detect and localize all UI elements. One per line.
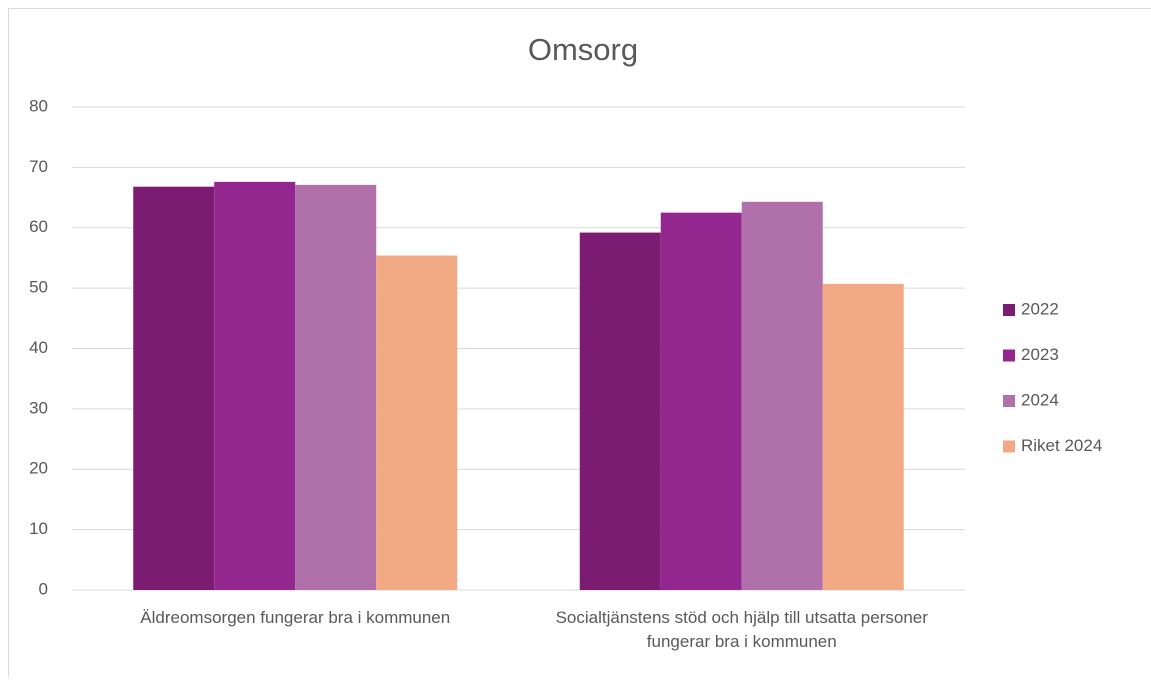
legend-swatch bbox=[1003, 395, 1015, 407]
legend-label: Riket 2024 bbox=[1021, 436, 1102, 455]
legend-label: 2023 bbox=[1021, 345, 1059, 364]
x-tick-label: Äldreomsorgen fungerar bra i kommunen bbox=[80, 606, 510, 630]
legend-swatch bbox=[1003, 350, 1015, 362]
bar bbox=[580, 233, 661, 590]
y-tick-label: 50 bbox=[29, 278, 48, 297]
y-tick-label: 20 bbox=[29, 459, 48, 478]
bar bbox=[661, 213, 742, 590]
legend-swatch bbox=[1003, 304, 1015, 316]
y-tick-label: 80 bbox=[29, 96, 48, 115]
y-tick-label: 0 bbox=[39, 579, 48, 598]
bar bbox=[742, 202, 823, 590]
y-tick-label: 10 bbox=[29, 519, 48, 538]
bar bbox=[133, 187, 214, 590]
legend-label: 2022 bbox=[1021, 299, 1059, 318]
bar bbox=[376, 256, 457, 590]
bar bbox=[214, 182, 295, 590]
x-tick-label: Socialtjänstens stöd och hjälp till utsa… bbox=[527, 606, 957, 654]
y-tick-label: 70 bbox=[29, 157, 48, 176]
bar bbox=[823, 284, 904, 590]
y-tick-label: 30 bbox=[29, 398, 48, 417]
y-tick-label: 40 bbox=[29, 338, 48, 357]
legend-swatch bbox=[1003, 441, 1015, 453]
bar bbox=[295, 185, 376, 590]
y-tick-label: 60 bbox=[29, 217, 48, 236]
legend-label: 2024 bbox=[1021, 390, 1059, 409]
chart-title: Omsorg bbox=[528, 32, 638, 67]
